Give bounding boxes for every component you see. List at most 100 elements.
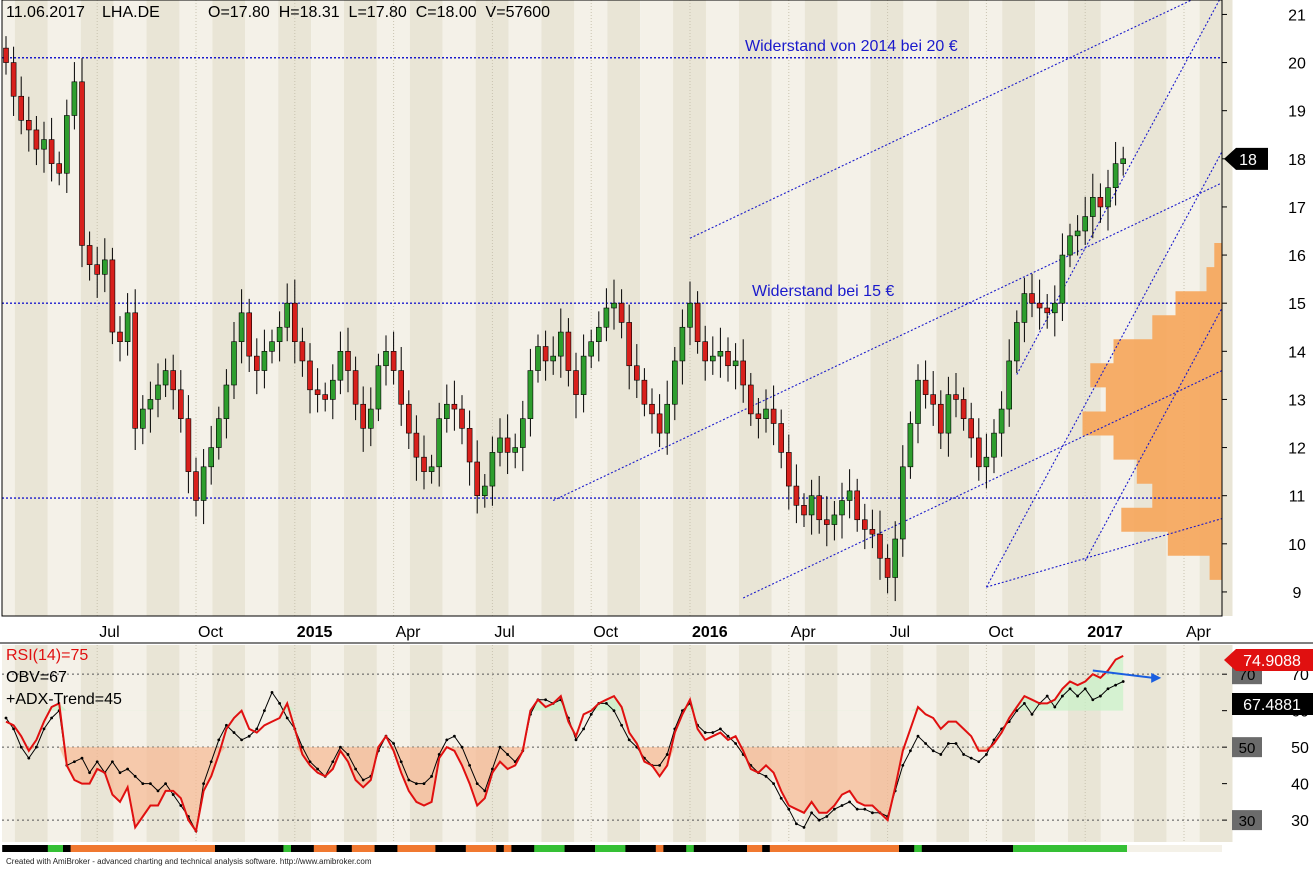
obv-point [840,804,844,807]
obv-point [855,807,859,811]
obv-point [947,742,950,745]
trend-strip-segment [557,845,566,852]
candle-down [641,379,648,405]
obv-point [354,767,357,771]
trend-strip-segment [344,845,353,852]
candle-down [740,360,747,386]
month-band [1002,0,1036,616]
obv-point [909,749,912,753]
trend-strip-future [1127,845,1222,852]
candle-up [603,307,610,328]
obv-point [399,760,403,764]
trend-strip-segment [724,845,733,852]
candle-down [785,452,792,487]
trend-strip-segment [648,845,657,852]
trend-strip-segment [754,845,763,852]
obv-point [764,774,768,778]
trend-strip-segment [678,845,687,852]
candle-up [763,408,769,419]
annotation-label: Widerstand bei 15 € [752,283,894,300]
obv-point [422,782,426,786]
trend-strip-segment [1073,845,1082,852]
candle-down [398,370,405,405]
trend-strip-segment [85,845,94,852]
candle-up [1013,322,1020,362]
obv-point [627,738,631,742]
obv-point [802,826,806,829]
candle-down [1044,307,1050,314]
trend-strip-segment [298,845,307,852]
candle-up [428,466,435,472]
month-band-rsi [1035,645,1068,842]
obv-point [916,734,920,738]
trend-strip-segment [207,845,216,852]
trend-strip-segment [253,845,262,852]
candle-down [254,355,260,371]
trend-strip-segment [237,845,246,852]
trend-strip-segment [997,845,1006,852]
obv-point [924,742,927,745]
obv-point [225,723,228,727]
price-tick-label: 13 [1288,392,1306,409]
obv-point [962,753,965,756]
month-band [179,0,213,616]
rsi-tick-label: 70 [1291,667,1309,684]
trend-strip-segment [1035,845,1044,852]
trend-strip-segment [78,845,87,852]
candle-down [801,505,807,516]
candle-down [421,456,427,472]
candle-up [519,418,526,448]
obv-point [392,742,395,745]
trend-strip-segment [389,845,398,852]
candle-up [907,423,914,468]
obv-point [985,753,988,756]
trend-strip-segment [131,845,140,852]
candle-down [778,423,785,453]
trend-strip-segment [1119,845,1128,852]
obv-point [1114,683,1117,687]
candle-up [580,355,587,395]
candle-up [1067,235,1073,256]
candle-up [71,81,78,116]
obv-point [658,763,661,767]
trend-strip-segment [640,845,649,852]
trend-strip-segment [313,845,322,852]
candle-up [124,312,131,342]
trend-strip-segment [800,845,809,852]
trend-strip-segment [47,845,56,852]
month-band-rsi [903,645,937,842]
trend-strip-segment [458,845,467,852]
month-band-rsi [146,645,180,842]
candle-down [1097,197,1104,208]
candle-down [618,302,625,323]
month-band [771,0,805,616]
candle-up [1082,216,1088,232]
candle-up [588,341,595,357]
trend-strip-segment [123,845,132,852]
trend-strip-segment [55,845,64,852]
obv-point [483,789,487,793]
obv-point [810,811,813,815]
x-tick-label: 2015 [297,624,333,641]
candle-down [185,418,192,472]
trend-strip-segment [268,845,277,852]
obv-point [361,778,365,782]
x-tick-label: 2017 [1087,624,1123,641]
candle-down [18,95,25,121]
candle-down [86,245,93,265]
obv-point [468,763,471,767]
obv-point [582,727,585,731]
trend-strip-segment [427,845,436,852]
month-band [1067,0,1101,616]
price-tick-label: 21 [1288,7,1306,24]
trend-strip-segment [845,845,854,852]
obv-point [1091,698,1095,702]
candle-up [611,302,617,309]
obv-point [1053,705,1057,709]
rsi-last-value-label: 74.9088 [1243,653,1301,670]
month-band [442,0,476,616]
trend-strip-segment [739,845,748,852]
trend-strip-segment [199,845,208,852]
trend-strip-segment [731,845,740,852]
